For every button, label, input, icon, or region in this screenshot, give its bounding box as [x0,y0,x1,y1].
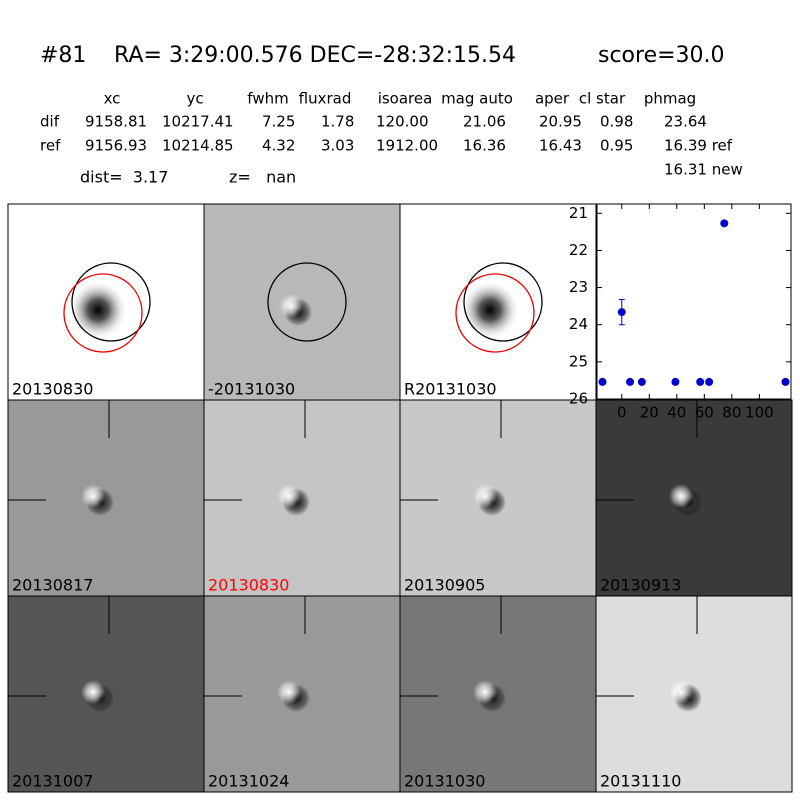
table-cell: 16.43 [539,137,582,155]
column-header: xc [104,90,121,108]
point [781,377,790,386]
column-header: mag auto [441,90,513,108]
stamp-label: -20131030 [208,380,295,399]
column-header: aper [535,90,570,108]
coordinates: RA= 3:29:00.576 DEC=-28:32:15.54 [114,43,516,68]
ref-aperture [63,273,143,353]
column-header: cl star [579,90,626,108]
column-header: isoarea [378,90,433,108]
residual-light [669,484,693,508]
column-header: phmag [644,90,696,108]
x-tick-label: 80 [722,404,741,422]
point [705,377,714,386]
aperture [267,262,347,342]
table-cell: 120.00 [376,113,429,131]
source [68,280,128,340]
table-cell: 20.95 [539,113,582,131]
stamp-label: 20130830 [12,380,93,399]
stamp-label: 20130905 [404,576,485,595]
stamp-label: 20130913 [600,576,681,595]
stamp-label: 20131030 [404,772,485,791]
aperture [71,262,151,342]
table-cell: 16.36 [463,137,506,155]
point [598,377,607,386]
y-tick-label: 21 [569,204,588,222]
residual-light [473,680,497,704]
y-tick-label: 25 [569,352,588,370]
x-tick-label: 20 [640,404,659,422]
x-tick-label: 40 [667,404,686,422]
column-header: fwhm [247,90,288,108]
column-header: fluxrad [299,90,352,108]
y-tick-label: 23 [569,278,588,296]
residual-light [669,680,693,704]
residual-light [277,484,301,508]
table-cell: 1.78 [321,113,354,131]
table-cell: 10217.41 [162,113,234,131]
point [617,308,626,317]
table-cell: 3.03 [321,137,354,155]
distance: dist= 3.17 [80,168,168,187]
residual-light [473,484,497,508]
score: score=30.0 [598,43,725,68]
table-cell: 21.06 [463,113,506,131]
point [696,377,705,386]
stamp-label: R20131030 [404,380,497,399]
row-label: ref [40,137,61,155]
y-tick-label: 22 [569,241,588,259]
stamps: 20130830 -20131030 R20131030 20130817 201308… [7,203,793,793]
column-header: yc [186,90,203,108]
candidate-id: #81 [40,43,86,68]
table-cell: 16.39 ref [664,137,733,155]
y-tick-label: 26 [569,390,588,408]
stamp-label: 20130817 [12,576,93,595]
plot-frame [596,203,792,400]
stamp-label: 20131110 [600,772,681,791]
table-cell: 9156.93 [85,137,147,155]
table-cell: 1912.00 [376,137,438,155]
row-label: dif [40,113,60,131]
source [460,280,520,340]
residual-light [277,680,301,704]
table-cell: 4.32 [262,137,295,155]
x-tick-label: 0 [617,404,627,422]
y-tick-label: 24 [569,315,588,333]
table-extra: 16.31 new [664,161,743,179]
point [637,377,646,386]
point [720,219,729,228]
point [671,377,680,386]
x-tick-label: 100 [745,404,774,422]
x-tick-label: 60 [695,404,714,422]
residual-light [279,294,303,318]
table-cell: 10214.85 [162,137,234,155]
redshift: z= nan [229,168,296,187]
point [626,377,635,386]
residual-light [81,680,105,704]
table-cell: 0.98 [600,113,633,131]
stamp-label: 20130830 [208,576,289,595]
table-cell: 0.95 [600,137,633,155]
aperture [463,262,543,342]
stamp-label: 20131024 [208,772,289,791]
table-cell: 23.64 [664,113,707,131]
table-cell: 7.25 [262,113,295,131]
table-cell: 9158.81 [85,113,147,131]
stamp-label: 20131007 [12,772,93,791]
ref-aperture [455,273,535,353]
lightcurve: 21 22 23 24 25 26 0 20 40 60 80 100 [569,203,792,422]
residual-light [81,484,105,508]
